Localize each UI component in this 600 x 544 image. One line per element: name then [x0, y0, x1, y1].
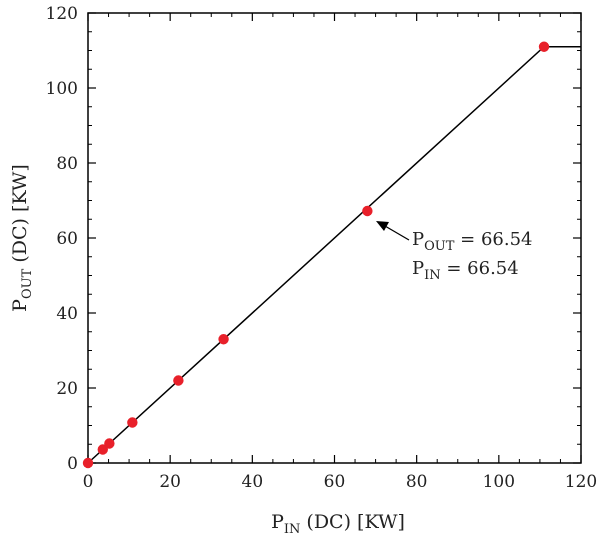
x-tick-label: 60 — [324, 472, 346, 492]
y-axis-title: POUT (DC) [KW] — [9, 164, 35, 312]
data-point — [538, 41, 550, 52]
annotation-line1-main: P — [412, 229, 424, 250]
data-point — [127, 417, 138, 428]
x-axis-title-sub: IN — [284, 522, 301, 537]
annotation-line2-rest: = 66.54 — [441, 258, 519, 279]
annotation-arrowhead — [376, 221, 389, 231]
svg-text:PIN (DC) [KW]: PIN (DC) [KW] — [271, 511, 405, 537]
annotation-line2-sub: IN — [424, 268, 441, 283]
annotation-arrow-line — [384, 225, 410, 241]
data-point — [82, 457, 94, 469]
x-tick-label: 40 — [242, 472, 264, 492]
x-axis-title-rest: (DC) [KW] — [300, 511, 405, 533]
y-tick-label: 20 — [56, 379, 78, 399]
axes: 0 20 40 60 80 100 120 0 20 40 60 80 100 120 — [46, 4, 598, 492]
y-tick-label: 120 — [46, 4, 78, 24]
annotation: POUT = 66.54 PIN = 66.54 — [376, 221, 532, 283]
x-axis-title-main: P — [271, 511, 284, 533]
y-tick-label: 0 — [67, 454, 78, 474]
y-tick-label: 40 — [56, 304, 78, 324]
y-tick-label: 100 — [46, 79, 78, 99]
data-point — [218, 334, 229, 345]
x-tick-label: 100 — [483, 472, 515, 492]
data-point — [362, 205, 373, 217]
annotation-line1-sub: OUT — [424, 239, 455, 254]
x-tick-label: 80 — [406, 472, 428, 492]
svg-text:POUT = 66.54: POUT = 66.54 — [412, 229, 532, 254]
y-axis-title-sub: OUT — [20, 268, 35, 299]
x-tick-label: 120 — [565, 472, 597, 492]
series — [82, 41, 581, 469]
data-point — [173, 375, 184, 386]
x-tick-label: 0 — [83, 472, 94, 492]
x-axis-title: PIN (DC) [KW] — [271, 511, 405, 537]
annotation-line1-rest: = 66.54 — [454, 229, 532, 250]
y-tick-label: 80 — [56, 154, 78, 174]
data-point — [104, 438, 115, 449]
svg-text:PIN = 66.54: PIN = 66.54 — [412, 258, 519, 283]
data-point — [97, 444, 108, 455]
x-tick-label: 20 — [159, 472, 181, 492]
annotation-line2-main: P — [412, 258, 424, 279]
y-axis-title-main: P — [9, 299, 31, 312]
series-line — [87, 46, 581, 464]
y-tick-label: 60 — [56, 229, 78, 249]
svg-text:POUT (DC) [KW]: POUT (DC) [KW] — [9, 164, 35, 312]
y-axis-title-rest: (DC) [KW] — [9, 164, 31, 269]
